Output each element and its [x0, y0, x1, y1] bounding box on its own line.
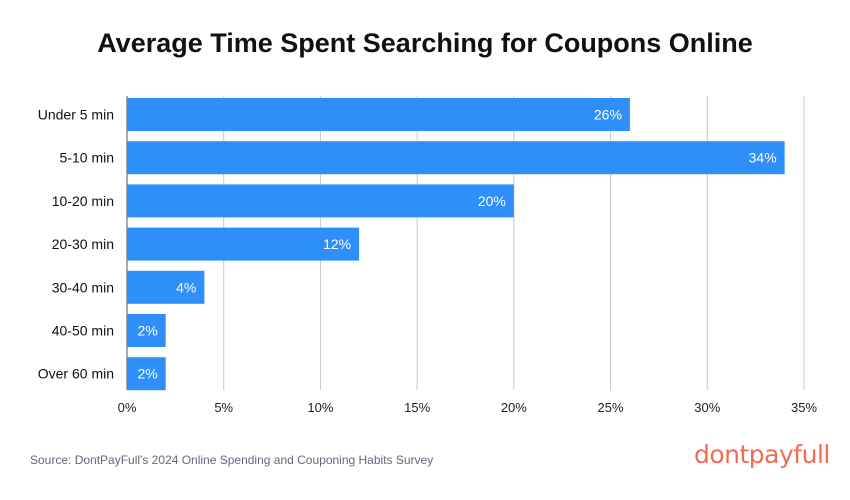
x-tick-label: 30% [694, 400, 720, 415]
x-tick-label: 20% [501, 400, 527, 415]
bar [127, 98, 630, 131]
source-note: Source: DontPayFull's 2024 Online Spendi… [30, 453, 434, 467]
x-tick-label: 25% [598, 400, 624, 415]
x-tick-label: 15% [404, 400, 430, 415]
data-label: 2% [137, 323, 157, 339]
data-label: 26% [594, 107, 622, 123]
bar [127, 357, 166, 391]
category-label: 40-50 min [52, 323, 114, 339]
data-label: 34% [749, 150, 777, 166]
logo: dontpayfull [694, 440, 830, 469]
bar [127, 227, 360, 261]
category-label: 30-40 min [52, 279, 114, 295]
category-label: Over 60 min [38, 366, 114, 382]
category-label: Under 5 min [38, 107, 114, 123]
bar [127, 141, 785, 175]
category-label: 10-20 min [52, 193, 114, 209]
data-label: 12% [323, 236, 351, 252]
chart-title: Average Time Spent Searching for Coupons… [97, 28, 753, 58]
x-tick-label: 0% [118, 400, 137, 415]
category-label: 5-10 min [60, 150, 114, 166]
x-tick-label: 5% [214, 400, 233, 415]
x-tick-label: 10% [307, 400, 333, 415]
x-tick-label: 35% [791, 400, 817, 415]
data-label: 2% [137, 366, 157, 382]
data-label: 4% [176, 279, 196, 295]
data-label: 20% [478, 193, 506, 209]
bar [127, 314, 166, 347]
category-label: 20-30 min [52, 236, 114, 252]
bar [127, 270, 205, 304]
bar [127, 184, 514, 218]
